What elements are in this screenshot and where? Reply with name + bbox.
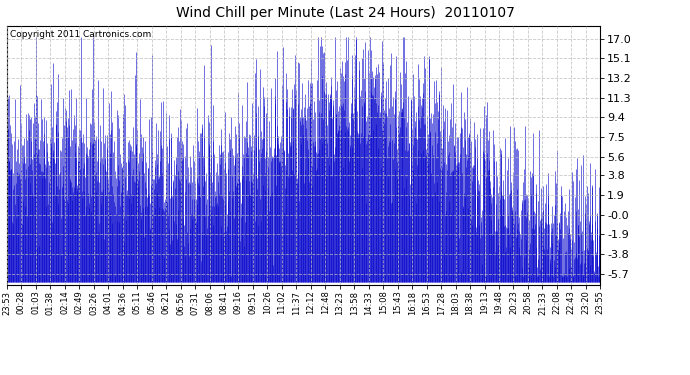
Text: Copyright 2011 Cartronics.com: Copyright 2011 Cartronics.com: [10, 30, 151, 39]
Text: Wind Chill per Minute (Last 24 Hours)  20110107: Wind Chill per Minute (Last 24 Hours) 20…: [175, 6, 515, 20]
